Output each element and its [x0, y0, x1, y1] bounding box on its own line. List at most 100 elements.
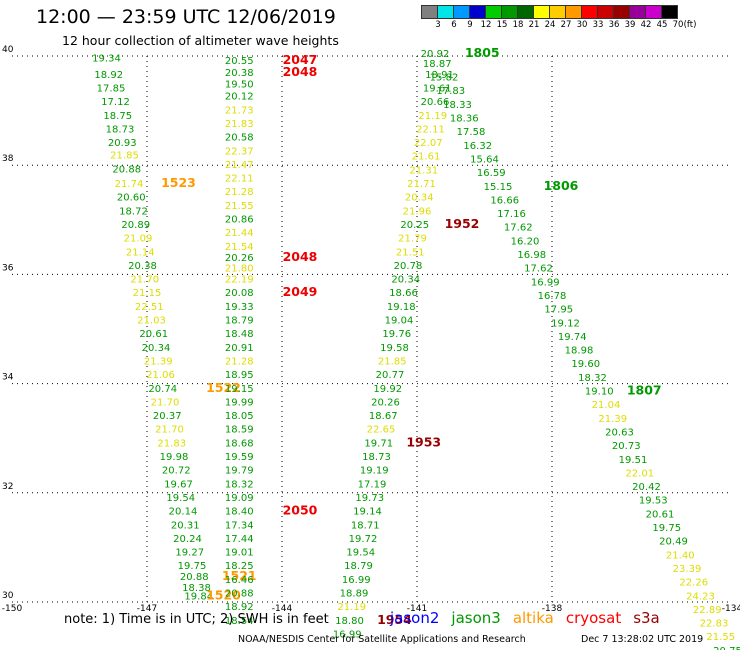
wave-height-label: 18.05: [225, 411, 254, 422]
wave-height-label: 21.71: [407, 179, 436, 190]
wave-height-label: 19.73: [355, 493, 384, 504]
wave-height-label: 16.59: [477, 168, 506, 179]
wave-height-label: 21.85: [110, 151, 139, 162]
page-subtitle: 12 hour collection of altimeter wave hei…: [62, 33, 339, 48]
wave-height-label: 15.82: [430, 73, 459, 84]
time-label: 1523: [161, 175, 196, 190]
wave-height-label: 18.38: [182, 583, 211, 594]
wave-height-label: 19.61: [423, 83, 452, 94]
scale-label: 30: [576, 20, 588, 30]
wave-height-label: 19.67: [164, 479, 193, 490]
wave-height-label: 20.88: [112, 164, 141, 175]
scale-unit: (ft): [683, 20, 697, 30]
time-label: 1954: [377, 612, 412, 627]
wave-height-label: 19.34: [92, 53, 121, 64]
time-label: 2050: [283, 503, 318, 518]
wave-height-label: 20.26: [371, 397, 400, 408]
wave-height-label: 16.32: [463, 141, 492, 152]
y-tick-label: 32: [2, 482, 13, 492]
wave-height-label: 18.32: [225, 479, 254, 490]
wave-height-label: 22.26: [679, 578, 708, 589]
time-label: 1522: [206, 380, 241, 395]
wave-height-label: 21.39: [144, 356, 173, 367]
wave-height-label: 18.59: [225, 425, 254, 436]
wave-height-label: 19.92: [373, 384, 402, 395]
wave-height-label: 18.98: [565, 346, 594, 357]
scale-label: 27: [560, 20, 572, 30]
x-tick-label: -138: [542, 604, 563, 614]
wave-height-label: 17.85: [97, 83, 126, 94]
wave-height-label: 19.74: [558, 332, 587, 343]
wave-height-label: 19.79: [225, 466, 254, 477]
scale-label: 36: [608, 20, 620, 30]
wave-height-label: 20.60: [117, 193, 146, 204]
wave-height-label: 22.37: [225, 146, 254, 157]
wave-height-label: 18.89: [340, 589, 369, 600]
wave-height-label: 17.44: [225, 534, 254, 545]
scale-label: 6: [451, 20, 457, 30]
wave-height-label: 18.48: [225, 329, 254, 340]
y-tick-label: 30: [2, 591, 14, 601]
wave-height-label: 20.75: [713, 646, 740, 650]
wave-height-label: 20.37: [153, 411, 182, 422]
wave-height-label: 21.28: [225, 187, 254, 198]
time-label: 2048: [283, 64, 318, 79]
wave-height-label: 19.10: [585, 387, 614, 398]
wave-height-label: 20.38: [225, 68, 254, 79]
time-label: 1521: [222, 568, 257, 583]
wave-height-label: 18.87: [423, 59, 452, 70]
scale-label: 3: [435, 20, 441, 30]
wave-height-label: 18.92: [225, 602, 254, 613]
x-tick-label: -150: [2, 604, 23, 614]
wave-height-label: 18.79: [225, 316, 254, 327]
mission-jason3: jason3: [451, 609, 501, 627]
scale-label: 70: [672, 20, 684, 30]
time-label: 1953: [406, 434, 441, 449]
wave-height-label: 18.54: [225, 616, 254, 627]
wave-height-label: 18.95: [225, 370, 254, 381]
x-tick-label: -141: [407, 604, 427, 614]
wave-height-label: 22.65: [367, 425, 396, 436]
wave-height-label: 20.55: [225, 56, 254, 67]
wave-height-label: 21.61: [412, 152, 441, 163]
scale-label: 9: [467, 20, 473, 30]
wave-height-label: 19.18: [387, 302, 416, 313]
wave-height-label: 21.85: [378, 356, 407, 367]
wave-height-label: 16.99: [531, 277, 560, 288]
wave-height-label: 16.66: [490, 195, 519, 206]
wave-height-label: 21.51: [396, 247, 425, 258]
wave-height-label: 20.12: [225, 92, 254, 103]
wave-height-label: 21.31: [409, 165, 438, 176]
wave-height-label: 16.99: [342, 575, 371, 586]
mission-legend: jason2 jason3 altika cryosat s3a: [390, 609, 672, 627]
wave-height-label: 21.15: [133, 288, 162, 299]
wave-height-label: 19.60: [571, 359, 600, 370]
wave-height-label: 20.34: [405, 193, 434, 204]
wave-height-label: 20.08: [225, 288, 254, 299]
wave-height-label: 15.64: [470, 154, 499, 165]
wave-height-label: 20.66: [421, 97, 450, 108]
wave-height-label: 21.70: [130, 275, 159, 286]
wave-height-label: 18.91: [425, 70, 454, 81]
wave-height-label: 17.58: [457, 127, 486, 138]
wave-height-label: 17.12: [101, 97, 130, 108]
wave-height-label: 23.39: [673, 564, 702, 575]
wave-height-label: 21.70: [155, 425, 184, 436]
wave-height-label: 19.01: [225, 548, 254, 559]
wave-height-label: 22.11: [416, 124, 445, 135]
wave-height-label: 20.49: [659, 537, 688, 548]
wave-height-label: 19.98: [160, 452, 189, 463]
scale-label: 15: [496, 20, 508, 30]
wave-height-label: 18.80: [335, 616, 364, 627]
wave-height-label: 21.83: [157, 438, 186, 449]
wave-height-label: 19.54: [346, 548, 375, 559]
wave-height-label: 18.67: [369, 411, 398, 422]
x-tick-label: -134: [722, 604, 740, 614]
time-label: 2047: [283, 52, 318, 67]
wave-height-label: 20.91: [225, 343, 254, 354]
wave-height-label: 17.83: [436, 86, 465, 97]
credit-date: Dec 7 13:28:02 UTC 2019: [581, 634, 704, 645]
wave-height-label: 22.83: [700, 619, 729, 630]
wave-height-label: 19.99: [225, 397, 254, 408]
wave-height-label: 22.19: [225, 275, 254, 286]
